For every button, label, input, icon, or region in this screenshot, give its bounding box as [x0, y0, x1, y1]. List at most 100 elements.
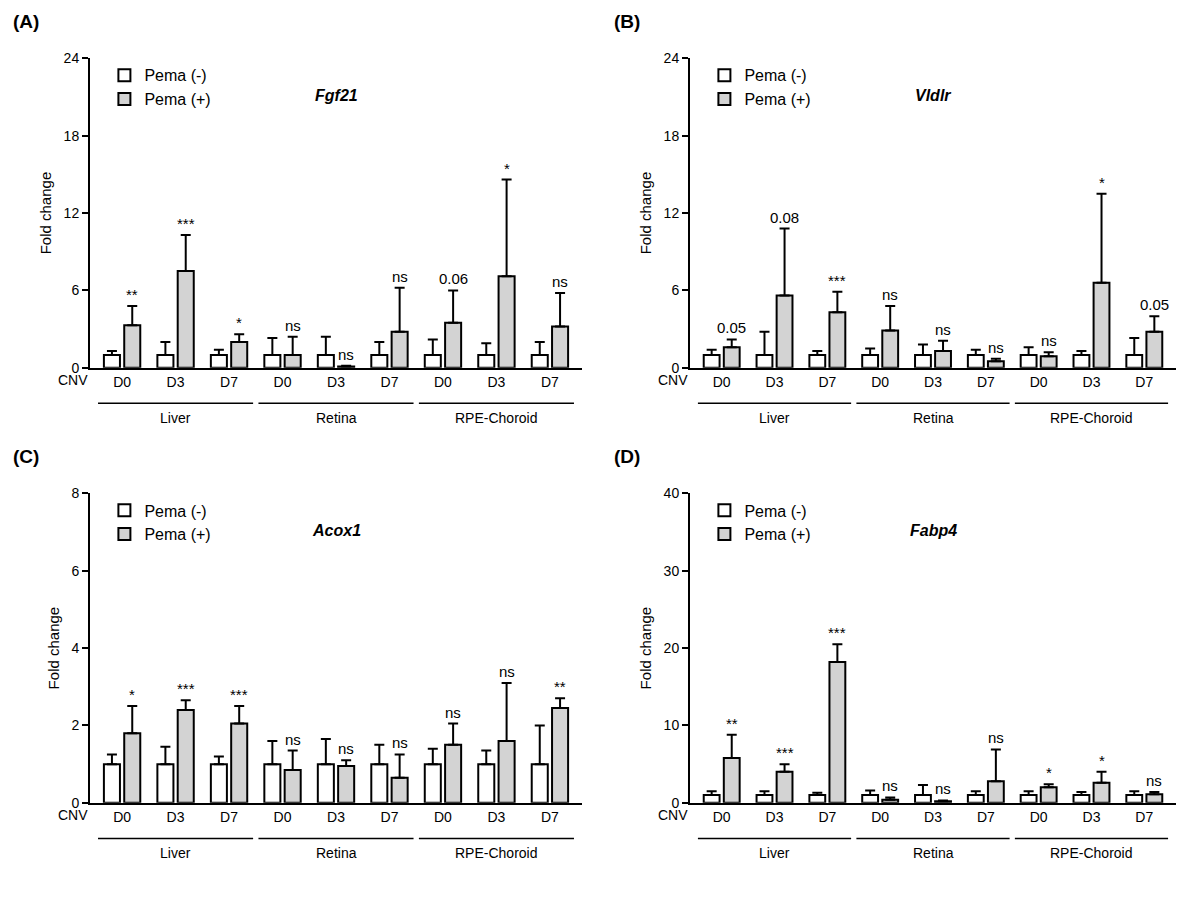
svg-text:***: *** — [828, 624, 846, 641]
svg-text:D0: D0 — [434, 809, 452, 825]
svg-text:2: 2 — [71, 717, 79, 733]
svg-text:0: 0 — [671, 795, 679, 811]
svg-text:D3: D3 — [924, 374, 942, 390]
svg-text:D7: D7 — [818, 374, 836, 390]
svg-text:Pema (-): Pema (-) — [144, 67, 206, 84]
svg-text:*: * — [504, 160, 510, 177]
svg-text:Fabp4: Fabp4 — [910, 522, 957, 539]
svg-text:D3: D3 — [924, 809, 942, 825]
svg-text:Pema (+): Pema (+) — [144, 91, 210, 108]
svg-text:D7: D7 — [1135, 809, 1153, 825]
svg-text:0.08: 0.08 — [770, 209, 799, 226]
svg-text:(C): (C) — [13, 446, 39, 467]
svg-text:ns: ns — [552, 273, 568, 290]
svg-text:24: 24 — [64, 50, 80, 66]
svg-text:Fold change: Fold change — [637, 607, 654, 690]
svg-text:*: * — [1046, 764, 1052, 781]
svg-text:***: *** — [230, 686, 248, 703]
svg-text:Pema (-): Pema (-) — [144, 502, 206, 519]
svg-text:Pema (-): Pema (-) — [744, 67, 806, 84]
svg-text:D7: D7 — [818, 809, 836, 825]
svg-text:ns: ns — [935, 780, 951, 797]
svg-text:Liver: Liver — [759, 410, 790, 426]
svg-text:ns: ns — [882, 777, 898, 794]
svg-text:(A): (A) — [13, 11, 39, 32]
svg-text:ns: ns — [338, 740, 354, 757]
svg-text:ns: ns — [499, 663, 515, 680]
svg-text:ns: ns — [1146, 772, 1162, 789]
svg-text:Liver: Liver — [759, 845, 790, 861]
svg-text:***: *** — [776, 744, 794, 761]
svg-text:D3: D3 — [766, 374, 784, 390]
svg-text:D3: D3 — [1083, 809, 1101, 825]
svg-text:D0: D0 — [871, 374, 889, 390]
svg-text:0.05: 0.05 — [1140, 296, 1169, 313]
svg-text:RPE-Choroid: RPE-Choroid — [455, 845, 537, 861]
svg-text:RPE-Choroid: RPE-Choroid — [1050, 410, 1132, 426]
svg-text:10: 10 — [664, 717, 680, 733]
svg-text:Pema (+): Pema (+) — [144, 526, 210, 543]
svg-text:ns: ns — [392, 268, 408, 285]
svg-text:CNV: CNV — [658, 807, 688, 823]
svg-text:Fold change: Fold change — [637, 172, 654, 255]
svg-text:Retina: Retina — [316, 410, 357, 426]
svg-text:RPE-Choroid: RPE-Choroid — [455, 410, 537, 426]
svg-text:0: 0 — [671, 360, 679, 376]
svg-text:ns: ns — [882, 286, 898, 303]
svg-text:Retina: Retina — [316, 845, 357, 861]
svg-text:D7: D7 — [977, 809, 995, 825]
svg-text:ns: ns — [445, 704, 461, 721]
svg-text:D0: D0 — [434, 374, 452, 390]
svg-text:ns: ns — [285, 317, 301, 334]
svg-text:D3: D3 — [327, 809, 345, 825]
svg-text:12: 12 — [64, 205, 80, 221]
svg-text:12: 12 — [664, 205, 680, 221]
svg-text:D7: D7 — [541, 809, 559, 825]
svg-text:6: 6 — [71, 563, 79, 579]
svg-text:D7: D7 — [220, 374, 238, 390]
svg-text:RPE-Choroid: RPE-Choroid — [1050, 845, 1132, 861]
svg-text:Retina: Retina — [913, 845, 954, 861]
svg-text:30: 30 — [664, 563, 680, 579]
svg-text:18: 18 — [64, 128, 80, 144]
svg-text:Fgf21: Fgf21 — [315, 87, 358, 104]
svg-text:***: *** — [828, 272, 846, 289]
svg-text:*: * — [1099, 752, 1105, 769]
svg-text:D3: D3 — [167, 809, 185, 825]
svg-text:D3: D3 — [1083, 374, 1101, 390]
svg-text:D0: D0 — [1030, 809, 1048, 825]
svg-text:Liver: Liver — [160, 410, 191, 426]
svg-text:ns: ns — [338, 346, 354, 363]
svg-text:D7: D7 — [1135, 374, 1153, 390]
svg-text:0.06: 0.06 — [439, 270, 468, 287]
svg-text:Liver: Liver — [160, 845, 191, 861]
svg-text:ns: ns — [285, 731, 301, 748]
svg-text:8: 8 — [71, 485, 79, 501]
svg-text:40: 40 — [664, 485, 680, 501]
svg-text:Retina: Retina — [913, 410, 954, 426]
svg-text:Fold change: Fold change — [45, 607, 62, 690]
svg-text:(D): (D) — [614, 446, 640, 467]
svg-text:D0: D0 — [713, 809, 731, 825]
svg-text:D0: D0 — [1030, 374, 1048, 390]
svg-text:Vldlr: Vldlr — [915, 87, 951, 104]
svg-text:ns: ns — [935, 321, 951, 338]
svg-text:*: * — [129, 686, 135, 703]
svg-text:0: 0 — [71, 360, 79, 376]
svg-text:D0: D0 — [113, 374, 131, 390]
svg-text:6: 6 — [71, 282, 79, 298]
svg-text:Pema (-): Pema (-) — [744, 502, 806, 519]
svg-text:D7: D7 — [541, 374, 559, 390]
svg-text:CNV: CNV — [658, 372, 688, 388]
svg-text:Pema (+): Pema (+) — [744, 526, 810, 543]
svg-text:D3: D3 — [487, 809, 505, 825]
svg-text:D3: D3 — [327, 374, 345, 390]
svg-text:18: 18 — [664, 128, 680, 144]
svg-text:4: 4 — [71, 640, 79, 656]
svg-text:(B): (B) — [614, 11, 640, 32]
svg-text:**: ** — [126, 286, 138, 303]
svg-text:**: ** — [554, 678, 566, 695]
svg-text:CNV: CNV — [58, 372, 88, 388]
svg-text:D7: D7 — [977, 374, 995, 390]
svg-text:*: * — [236, 314, 242, 331]
